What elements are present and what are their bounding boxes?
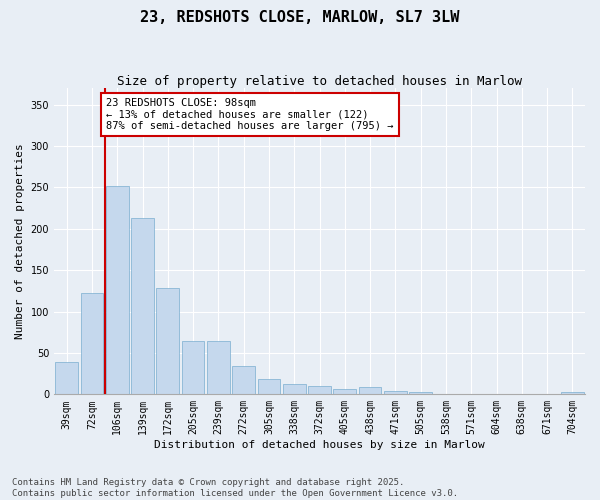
Bar bbox=[384, 391, 407, 394]
Bar bbox=[283, 384, 305, 394]
Text: Contains HM Land Registry data © Crown copyright and database right 2025.
Contai: Contains HM Land Registry data © Crown c… bbox=[12, 478, 458, 498]
Bar bbox=[232, 366, 255, 394]
Bar bbox=[157, 288, 179, 395]
Y-axis label: Number of detached properties: Number of detached properties bbox=[15, 144, 25, 339]
Bar bbox=[207, 340, 230, 394]
Text: 23, REDSHOTS CLOSE, MARLOW, SL7 3LW: 23, REDSHOTS CLOSE, MARLOW, SL7 3LW bbox=[140, 10, 460, 25]
Bar bbox=[561, 392, 584, 394]
Bar bbox=[131, 218, 154, 394]
Bar bbox=[409, 392, 432, 394]
X-axis label: Distribution of detached houses by size in Marlow: Distribution of detached houses by size … bbox=[154, 440, 485, 450]
Bar bbox=[257, 380, 280, 394]
Bar bbox=[308, 386, 331, 394]
Bar bbox=[106, 186, 128, 394]
Bar bbox=[80, 294, 103, 394]
Bar bbox=[359, 387, 382, 394]
Title: Size of property relative to detached houses in Marlow: Size of property relative to detached ho… bbox=[117, 75, 522, 88]
Bar bbox=[334, 388, 356, 394]
Text: 23 REDSHOTS CLOSE: 98sqm
← 13% of detached houses are smaller (122)
87% of semi-: 23 REDSHOTS CLOSE: 98sqm ← 13% of detach… bbox=[106, 98, 394, 131]
Bar bbox=[55, 362, 78, 394]
Bar bbox=[182, 340, 205, 394]
